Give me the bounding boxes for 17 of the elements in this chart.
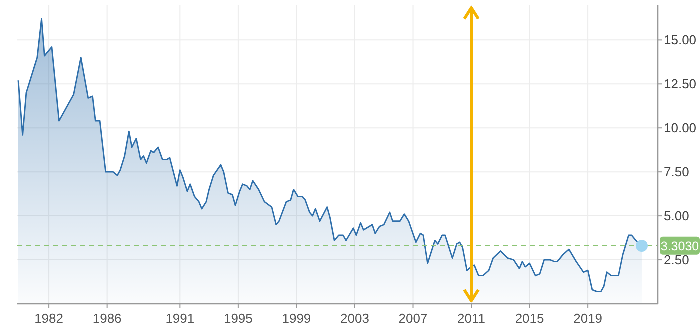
x-tick-label: 1986 — [92, 311, 122, 326]
y-tick-label: 2.50 — [664, 252, 690, 268]
x-tick-label: 2019 — [574, 311, 603, 326]
x-tick-label: 2015 — [515, 311, 544, 326]
x-tick-label: 2011 — [458, 311, 486, 326]
x-tick-label: 1991 — [166, 311, 195, 326]
y-tick-label: 15.00 — [664, 32, 697, 48]
y-tick-label: 5.00 — [664, 208, 690, 224]
x-tick-label: 1982 — [34, 311, 64, 326]
ref-line-label: 3.3030 — [660, 239, 700, 254]
y-tick-label: 7.50 — [664, 164, 690, 180]
x-tick-label: 1999 — [282, 311, 312, 326]
x-tick-label: 2003 — [340, 311, 370, 326]
y-tick-label: 12.50 — [664, 76, 697, 92]
y-tick-label: 10.00 — [664, 120, 697, 136]
x-tick-label: 1995 — [224, 311, 253, 326]
x-tick-label: 2007 — [398, 311, 428, 326]
